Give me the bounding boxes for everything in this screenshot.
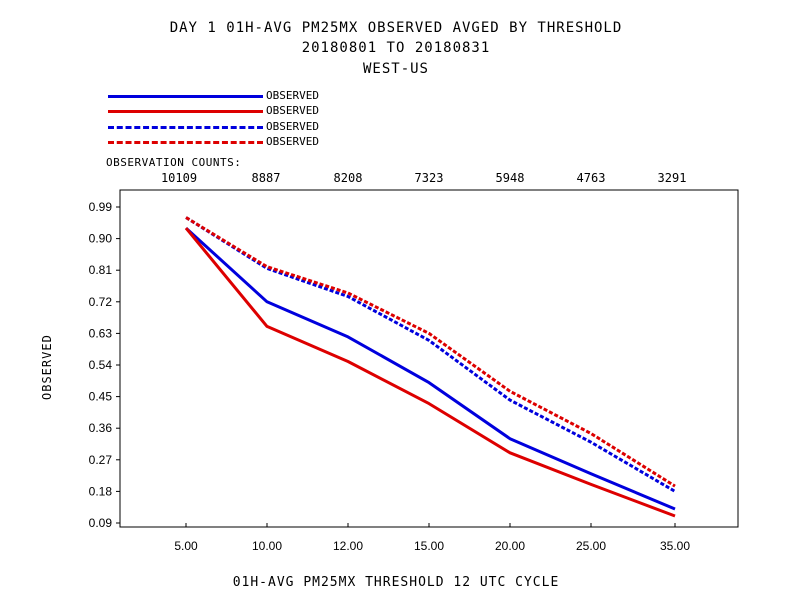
legend-swatch-red-dashed xyxy=(108,141,263,144)
y-tick-label: 0.36 xyxy=(89,421,113,435)
series-line-1 xyxy=(184,226,676,511)
x-tick-label: 25.00 xyxy=(576,539,606,553)
observation-count: 8887 xyxy=(251,171,281,185)
y-tick-label: 0.18 xyxy=(89,484,113,498)
plot-frame xyxy=(119,189,739,528)
observation-count: 4763 xyxy=(576,171,606,185)
y-tick-label: 0.45 xyxy=(89,390,113,404)
x-tick-label: 5.00 xyxy=(174,539,198,553)
legend-swatch-blue-solid xyxy=(108,95,263,98)
observation-counts-heading: OBSERVATION COUNTS: xyxy=(106,156,242,169)
x-tick-label: 15.00 xyxy=(414,539,444,553)
region-label: WEST-US xyxy=(362,61,429,77)
observation-count: 10109 xyxy=(160,171,198,185)
y-tick-label: 0.99 xyxy=(89,200,113,214)
legend-label: OBSERVED xyxy=(266,120,319,133)
y-tick-label: 0.27 xyxy=(89,453,113,467)
x-tick-label: 10.00 xyxy=(252,539,282,553)
series-line-3 xyxy=(185,216,676,493)
legend-swatch-red-solid xyxy=(108,110,263,113)
x-tick-label: 20.00 xyxy=(495,539,525,553)
y-tick-label: 0.81 xyxy=(89,263,113,277)
date-range: 20180801 TO 20180831 xyxy=(301,40,491,56)
y-tick-label: 0.63 xyxy=(89,326,113,340)
observation-count: 3291 xyxy=(657,171,687,185)
y-axis-label: OBSERVED xyxy=(40,334,54,400)
legend-label: OBSERVED xyxy=(266,89,319,102)
legend-label: OBSERVED xyxy=(266,135,319,148)
observation-count: 5948 xyxy=(495,171,525,185)
observation-count: 8208 xyxy=(333,171,363,185)
chart-title: DAY 1 01H-AVG PM25MX OBSERVED AVGED BY T… xyxy=(169,20,623,36)
legend-label: OBSERVED xyxy=(266,104,319,117)
x-tick-label: 35.00 xyxy=(660,539,690,553)
x-axis-label: 01H-AVG PM25MX THRESHOLD 12 UTC CYCLE xyxy=(232,575,560,590)
y-tick-label: 0.72 xyxy=(89,295,113,309)
x-tick-label: 12.00 xyxy=(333,539,363,553)
y-tick-label: 0.90 xyxy=(89,232,113,246)
series-line-2 xyxy=(184,227,676,518)
legend-swatch-blue-dashed xyxy=(108,126,263,129)
y-tick-label: 0.54 xyxy=(89,358,113,372)
observation-count: 7323 xyxy=(414,171,444,185)
series-line-4 xyxy=(185,216,676,488)
y-tick-label: 0.09 xyxy=(89,516,113,530)
